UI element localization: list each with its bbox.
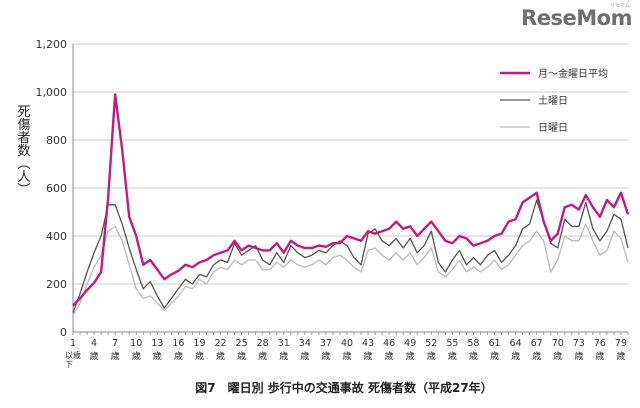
x-tick-label: 40 歳 bbox=[341, 338, 353, 362]
y-tick-label: 800 bbox=[46, 134, 67, 147]
chart-title: 図7 曜日別 歩行中の交通事故 死傷者数（平成27年） bbox=[195, 380, 492, 395]
x-tick-label: 25 歳 bbox=[236, 338, 248, 362]
y-tick-label: 0 bbox=[60, 326, 67, 339]
x-tick-label: 67 歳 bbox=[531, 338, 543, 362]
x-tick-label: 58 歳 bbox=[467, 338, 479, 362]
x-tick-label: 46 歳 bbox=[383, 338, 395, 362]
legend-label: 日曜日 bbox=[538, 122, 568, 134]
series-line-1 bbox=[72, 199, 629, 314]
series-lines bbox=[72, 93, 630, 316]
series-line-0 bbox=[72, 93, 630, 307]
legend-label: 月～金曜日平均 bbox=[538, 67, 608, 80]
x-tick-label: 34 歳 bbox=[299, 338, 311, 362]
y-tick-label: 200 bbox=[46, 278, 67, 291]
legend-label: 土曜日 bbox=[538, 94, 568, 107]
gridlines bbox=[73, 43, 628, 333]
logo-subtext: リセマム bbox=[609, 3, 630, 9]
x-tick-label: 16 歳 bbox=[172, 338, 184, 362]
x-tick-label: 19 歳 bbox=[193, 338, 205, 362]
y-tick-label: 1,000 bbox=[36, 86, 68, 99]
logo: ReseMom リセマム bbox=[521, 3, 632, 30]
x-tick-label: 49 歳 bbox=[404, 338, 416, 362]
x-tick-label: 52 歳 bbox=[425, 338, 437, 362]
series-line-2 bbox=[72, 223, 629, 316]
x-tick-label: 64 歳 bbox=[510, 338, 522, 362]
x-tick-label: 79 歳 bbox=[615, 338, 627, 362]
x-tick-label: 61 歳 bbox=[488, 338, 500, 362]
x-tick-label: 22 歳 bbox=[214, 338, 226, 362]
logo-text: ReseMom bbox=[521, 6, 632, 30]
x-tick-label: 76 歳 bbox=[594, 338, 606, 362]
y-tick-label: 1,200 bbox=[36, 38, 68, 51]
x-tick-label: 13 歳 bbox=[151, 338, 163, 362]
x-tick-label: 73 歳 bbox=[573, 338, 585, 362]
x-tick-label: 55 歳 bbox=[446, 338, 458, 362]
y-axis: 0 200 400 600 800 1,000 1,200 bbox=[36, 38, 74, 339]
x-tick-label: 1 以下歳 bbox=[65, 338, 81, 369]
x-tick-label: 70 歳 bbox=[552, 338, 564, 362]
x-tick-label: 28 歳 bbox=[257, 338, 269, 362]
y-tick-label: 600 bbox=[46, 182, 67, 195]
x-axis: 1 以下歳 4 歳 7 歳 10 歳 13 歳 16 歳 19 歳 22 歳 25 歳 28 歳 31 歳 34 歳 37 歳 40… bbox=[65, 332, 629, 369]
x-tick-label: 10 歳 bbox=[130, 338, 142, 362]
x-tick-label: 31 歳 bbox=[278, 338, 290, 362]
y-axis-title-text: 死傷者数（人） bbox=[15, 105, 31, 196]
x-tick-label: 37 歳 bbox=[320, 338, 332, 362]
y-axis-title: 死傷者数（人） bbox=[15, 105, 31, 196]
x-tick-label: 43 歳 bbox=[362, 338, 374, 362]
y-tick-label: 400 bbox=[46, 230, 67, 243]
